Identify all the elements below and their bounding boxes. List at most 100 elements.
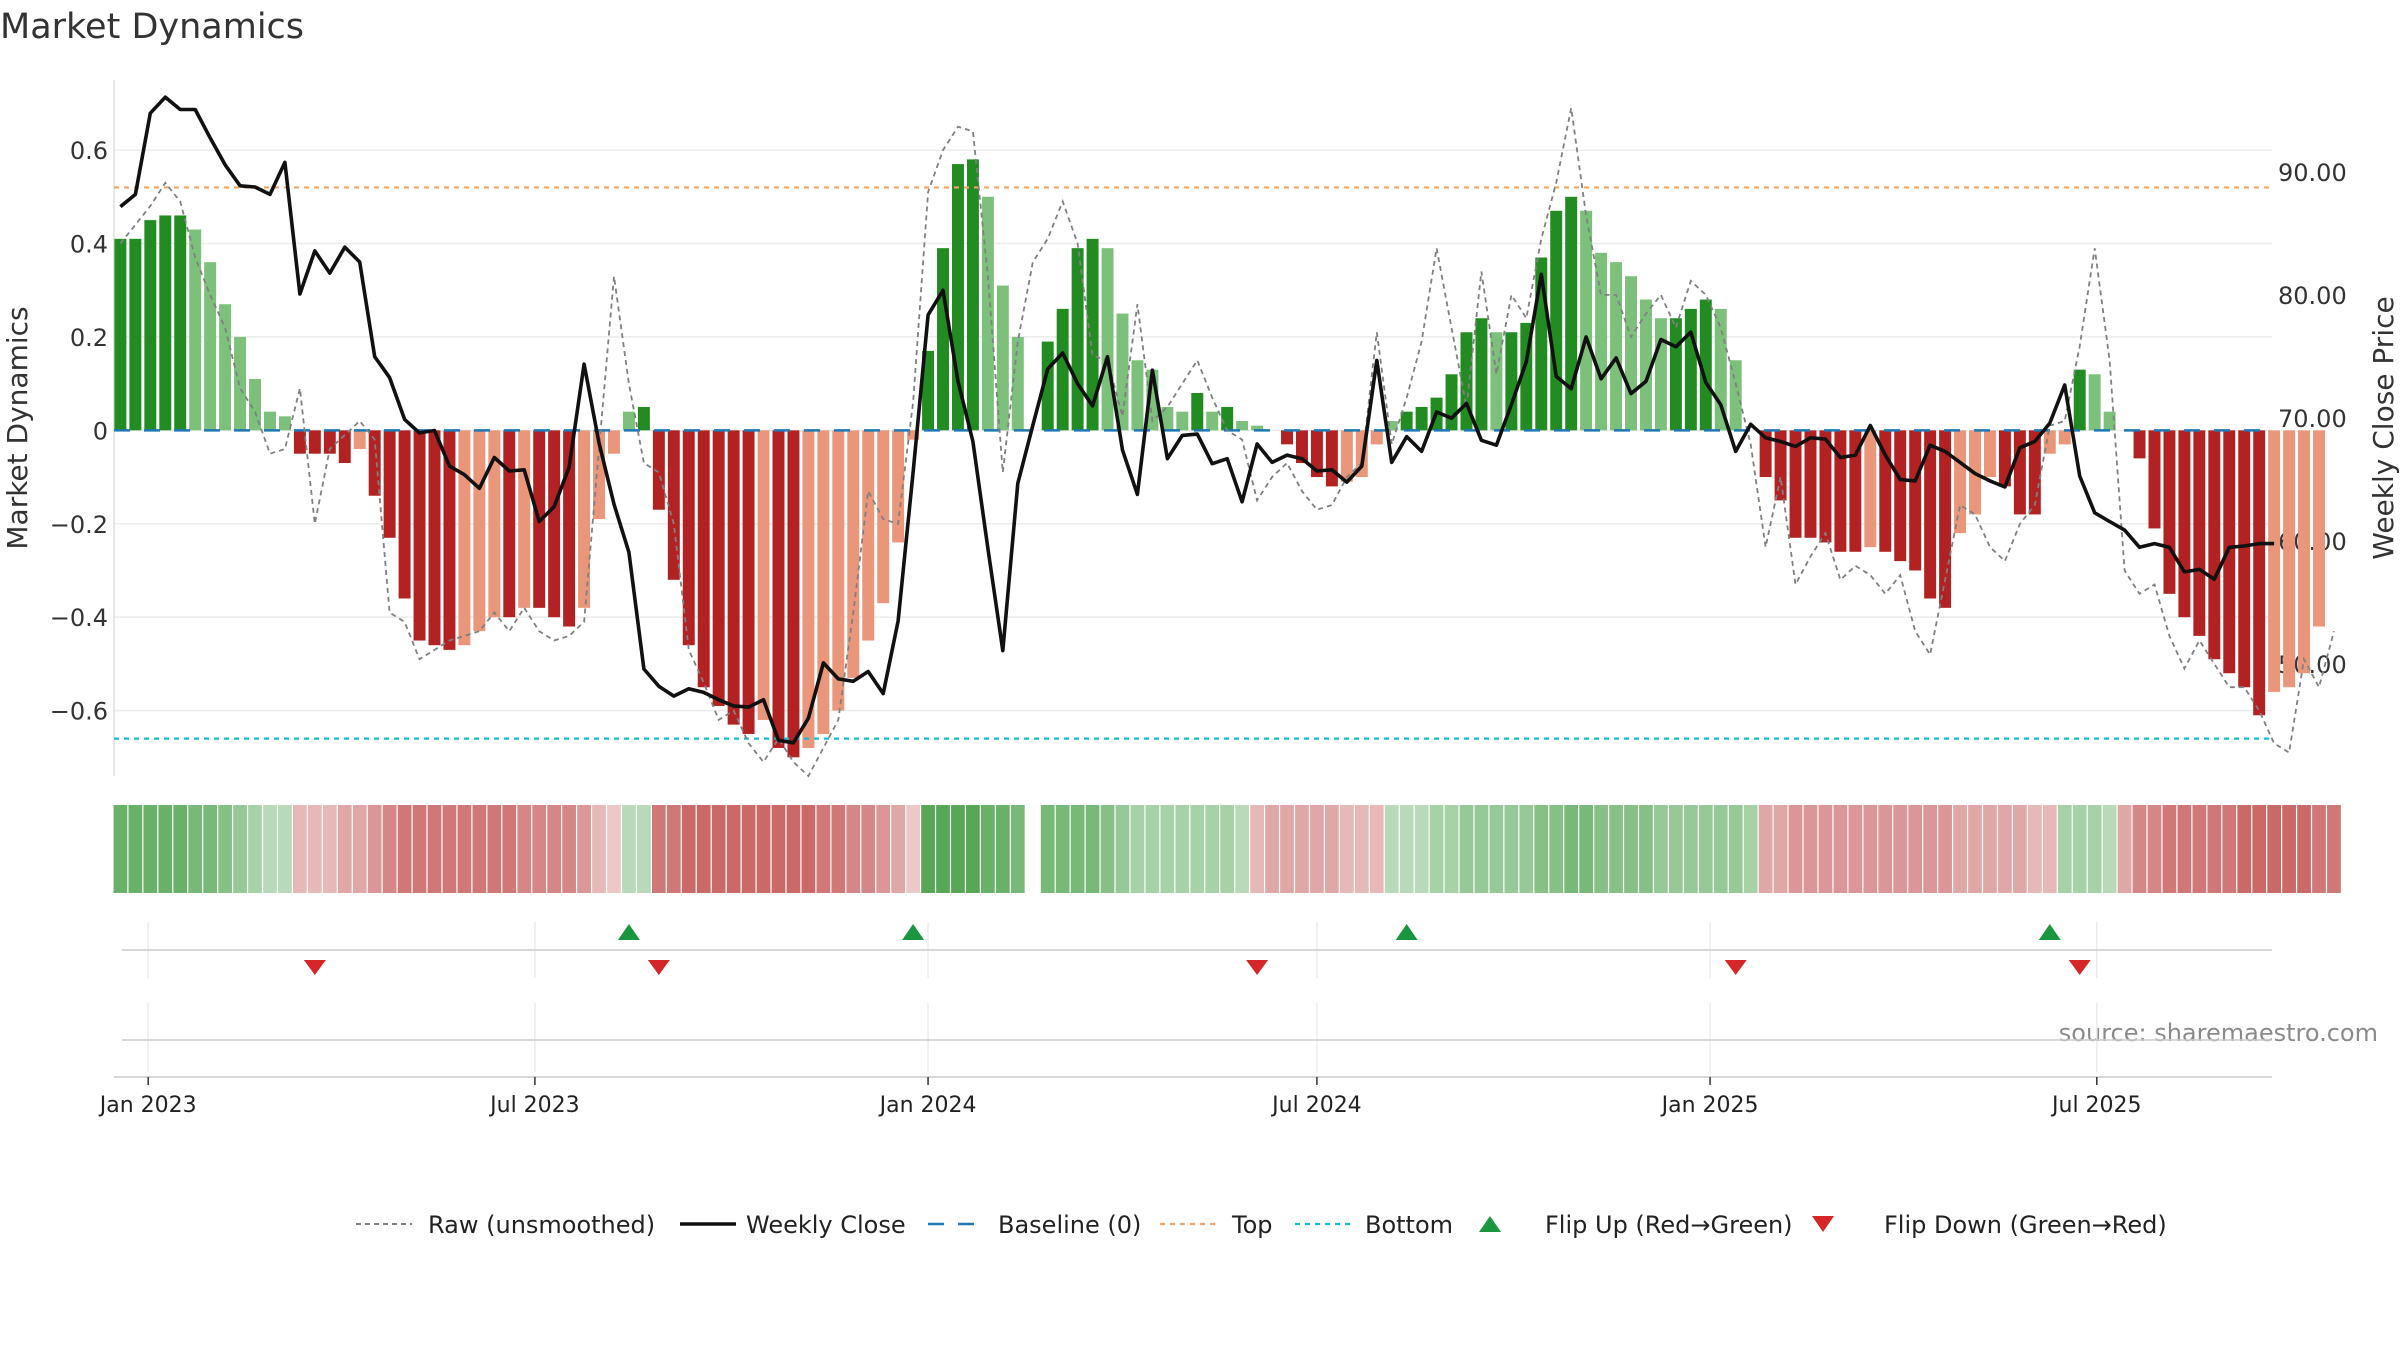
dynamics-bar xyxy=(996,285,1009,431)
dynamics-bar xyxy=(832,430,845,711)
regime-cell xyxy=(786,805,801,893)
dynamics-bar xyxy=(1370,430,1383,445)
regime-cell xyxy=(502,805,517,893)
regime-cell xyxy=(173,805,188,893)
dynamics-bar xyxy=(563,430,576,627)
regime-cell xyxy=(307,805,322,893)
dynamics-bar xyxy=(1939,430,1952,608)
regime-cell xyxy=(2177,805,2192,893)
regime-cell xyxy=(412,805,427,893)
dynamics-bar xyxy=(2088,374,2101,431)
regime-cell xyxy=(1968,805,1982,893)
regime-cell xyxy=(352,805,367,893)
regime-cell xyxy=(1713,805,1728,893)
regime-cell xyxy=(472,805,487,893)
dynamics-bar xyxy=(473,430,486,632)
dynamics-bar xyxy=(1281,430,1293,445)
legend-item: Flip Up (Red→Green) xyxy=(1479,1211,1793,1239)
regime-cell xyxy=(1205,805,1220,893)
regime-cell xyxy=(532,805,547,893)
dynamics-bar xyxy=(622,411,635,431)
dynamics-bar xyxy=(2058,430,2071,445)
regime-cell xyxy=(696,805,711,893)
regime-cell xyxy=(1310,805,1324,893)
regime-cell xyxy=(233,805,247,893)
regime-cell xyxy=(906,805,920,893)
regime-cell xyxy=(771,805,786,893)
dynamics-bar xyxy=(862,430,875,641)
regime-cell xyxy=(1250,805,1264,893)
dynamics-bar xyxy=(1251,425,1264,431)
regime-cell xyxy=(1818,805,1833,893)
regime-cell xyxy=(1160,805,1175,893)
legend-label: Baseline (0) xyxy=(998,1211,1141,1239)
flip-up-marker xyxy=(617,924,640,940)
legend-label: Flip Up (Red→Green) xyxy=(1545,1211,1793,1239)
legend-item: Raw (unsmoothed) xyxy=(356,1211,655,1239)
regime-cell xyxy=(1833,805,1848,893)
dynamics-bar xyxy=(2193,430,2206,636)
dynamics-bar xyxy=(1550,210,1563,431)
regime-cell xyxy=(2222,805,2237,893)
dynamics-bar xyxy=(1699,299,1712,431)
dynamics-bar xyxy=(548,430,561,618)
regime-cell xyxy=(1235,805,1250,893)
regime-cell xyxy=(1145,805,1160,893)
dynamics-bar xyxy=(1729,360,1742,431)
dynamics-bar xyxy=(667,430,680,580)
regime-cell xyxy=(1549,805,1564,893)
dynamics-bar xyxy=(578,430,591,608)
flip-up-marker xyxy=(902,924,925,940)
dynamics-bar xyxy=(2268,430,2281,692)
regime-cell xyxy=(981,805,995,893)
dynamics-bar xyxy=(2253,430,2266,716)
regime-cell xyxy=(2282,805,2296,893)
regime-cell xyxy=(1504,805,1519,893)
weekly-close-line xyxy=(119,95,2275,745)
regime-cell xyxy=(1085,805,1100,893)
regime-cell xyxy=(293,805,307,893)
regime-cell xyxy=(1429,805,1444,893)
dynamics-bar xyxy=(1595,252,1608,431)
dynamics-bar xyxy=(2283,430,2296,688)
regime-cell xyxy=(457,805,472,893)
regime-cell xyxy=(1100,805,1115,893)
regime-cell xyxy=(1295,805,1309,893)
regime-cell xyxy=(1175,805,1190,893)
regime-cell xyxy=(2072,805,2087,893)
dynamics-bar xyxy=(1654,318,1667,431)
regime-cell xyxy=(1070,805,1085,893)
dynamics-bar xyxy=(2073,369,2086,431)
x-tick-label: Jan 2024 xyxy=(878,1093,977,1118)
line-series xyxy=(114,95,2335,778)
regime-cell xyxy=(651,805,666,893)
dynamics-bar xyxy=(1520,322,1533,431)
regime-cell xyxy=(263,805,277,893)
dynamics-bar xyxy=(2148,430,2161,529)
dynamics-bar xyxy=(144,220,157,431)
dynamics-bar xyxy=(249,378,262,431)
source-text: source: sharemaestro.com xyxy=(2059,1019,2378,1047)
dynamics-bar xyxy=(1056,308,1069,431)
dynamics-bar xyxy=(1400,411,1413,431)
x-tick-label: Jan 2025 xyxy=(1660,1093,1759,1118)
dynamics-bar xyxy=(1146,369,1159,431)
dynamics-bar xyxy=(1924,430,1937,599)
dynamics-bar xyxy=(1625,276,1637,431)
x-tick-label: Jul 2024 xyxy=(1270,1093,1362,1118)
regime-cell xyxy=(1728,805,1743,893)
chart-title: Market Dynamics xyxy=(0,7,304,47)
raw-line xyxy=(119,107,2335,778)
y2-tick-label: 80.00 xyxy=(2278,282,2347,310)
x-tick-label: Jul 2025 xyxy=(2050,1093,2142,1118)
dynamics-bar xyxy=(892,430,905,543)
regime-cell xyxy=(801,805,816,893)
dynamics-bar xyxy=(1505,332,1518,431)
regime-cell xyxy=(2297,805,2311,893)
dynamics-bar xyxy=(1998,430,2011,487)
legend-label: Flip Down (Green→Red) xyxy=(1884,1211,2167,1239)
regime-cell xyxy=(1459,805,1474,893)
dynamics-bar xyxy=(443,430,456,650)
dynamics-bar xyxy=(2223,430,2236,674)
